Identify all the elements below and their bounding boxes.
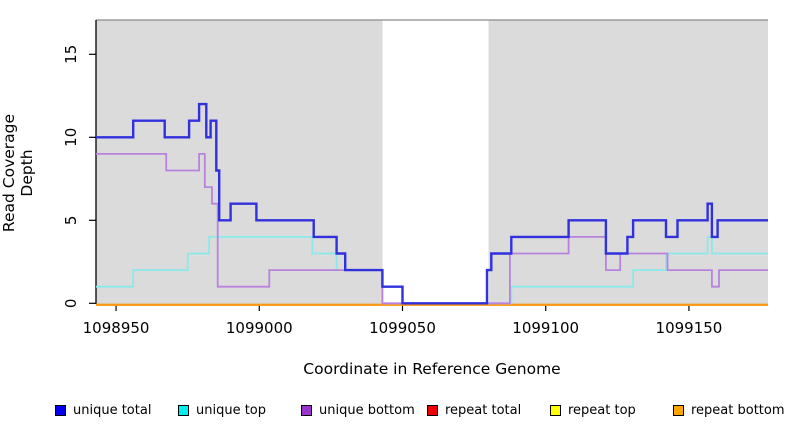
legend: unique total unique top unique bottom re… xyxy=(0,400,792,424)
coverage-chart: 1098950 1099000 1099050 1099100 1099150 0 5 10 1… xyxy=(62,19,768,337)
y-tick-label-5: 5 xyxy=(62,216,80,226)
x-tick-label-1099150: 1099150 xyxy=(656,319,723,337)
unique-top-swatch-icon xyxy=(178,404,189,416)
legend-item-unique-total: unique total xyxy=(55,400,151,420)
y-tick-label-0: 0 xyxy=(62,299,80,309)
repeat-top-swatch-icon xyxy=(550,404,561,416)
repeat-bottom-swatch-icon xyxy=(673,404,684,416)
legend-item-repeat-total: repeat total xyxy=(427,400,521,420)
y-tick-label-15: 15 xyxy=(62,45,80,64)
legend-label: repeat total xyxy=(445,402,522,418)
legend-label: unique top xyxy=(196,402,267,418)
legend-label: unique bottom xyxy=(319,402,415,418)
unique-total-swatch-icon xyxy=(55,404,66,416)
no-data-gap-region xyxy=(382,20,489,304)
x-tick-label-1098950: 1098950 xyxy=(83,319,150,337)
x-tick-label-1099000: 1099000 xyxy=(226,319,293,337)
x-tick-label-1099050: 1099050 xyxy=(369,319,436,337)
x-axis-title: Coordinate in Reference Genome xyxy=(303,360,561,378)
y-axis-title: Read Coverage Depth xyxy=(0,113,36,233)
legend-item-unique-bottom: unique bottom xyxy=(301,400,415,420)
legend-label: repeat bottom xyxy=(691,402,785,418)
legend-item-unique-top: unique top xyxy=(178,400,266,420)
legend-label: repeat top xyxy=(568,402,636,418)
series-line-unique-total xyxy=(96,102,768,305)
repeat-total-swatch-icon xyxy=(427,404,438,416)
y-tick-label-10: 10 xyxy=(62,128,80,147)
legend-label: unique total xyxy=(73,402,152,418)
x-tick-label-1099100: 1099100 xyxy=(512,319,579,337)
legend-item-repeat-bottom: repeat bottom xyxy=(673,400,785,420)
legend-item-repeat-top: repeat top xyxy=(550,400,636,420)
unique-bottom-swatch-icon xyxy=(301,404,312,416)
